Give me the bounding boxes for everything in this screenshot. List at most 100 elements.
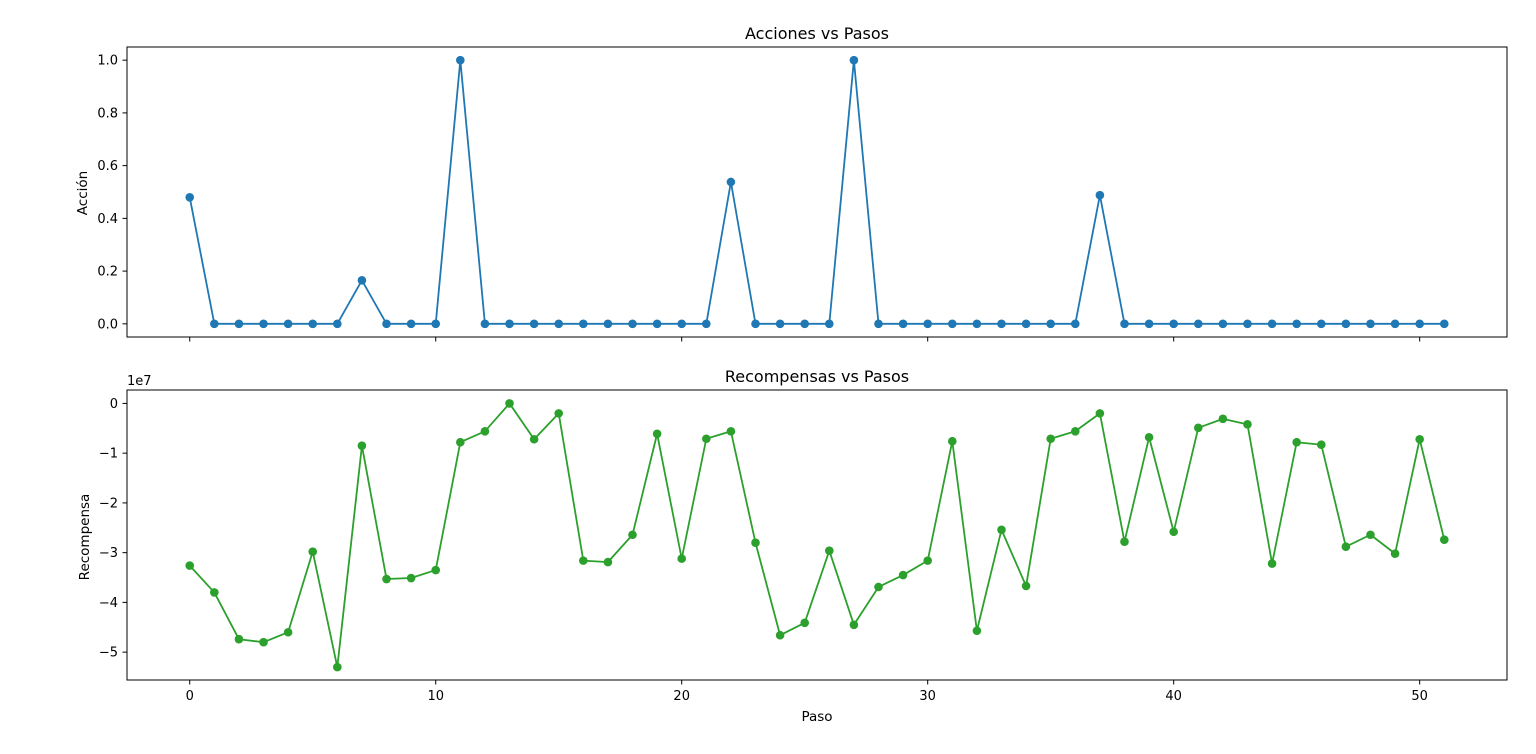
actions-data-point <box>1021 319 1031 329</box>
rewards-data-point <box>997 525 1006 535</box>
rewards-data-point <box>1439 535 1449 545</box>
rewards-data-point <box>505 399 514 408</box>
actions-data-point <box>1341 319 1351 329</box>
rewards-data-point <box>308 547 318 556</box>
actions-y-tick-label: 0.6 <box>97 159 118 174</box>
actions-data-point <box>406 319 416 329</box>
rewards-plot-frame <box>126 389 1508 681</box>
rewards-data-point <box>972 626 982 636</box>
actions-data-point <box>431 319 441 329</box>
rewards-data-point <box>1341 542 1351 551</box>
actions-data-point <box>234 319 244 329</box>
rewards-data-point <box>431 565 441 575</box>
rewards-y-tick-label: −2 <box>99 496 118 511</box>
rewards-data-point <box>357 441 367 451</box>
rewards-data-point <box>456 437 465 447</box>
rewards-ticks: 0 10 20 30 40 50 −5 −4 −3 −2 −1 0 <box>99 397 1428 704</box>
rewards-data-point <box>1316 440 1326 450</box>
rewards-data-point <box>726 426 736 436</box>
rewards-data-point <box>1218 414 1228 424</box>
actions-data-point <box>185 192 195 202</box>
actions-data-point <box>1218 319 1228 329</box>
rewards-data-point <box>554 409 564 418</box>
actions-subplot: Acciones vs Pasos Acción 0.0 0.2 0.4 0.6 0.8… <box>75 24 1508 342</box>
rewards-data-point <box>775 630 785 640</box>
actions-data-point <box>1070 319 1080 329</box>
rewards-y-tick-label: −3 <box>99 546 118 561</box>
rewards-data-point <box>1144 432 1154 442</box>
actions-data-point <box>726 177 736 187</box>
rewards-data-point <box>480 426 490 436</box>
rewards-data-point <box>1120 537 1129 547</box>
rewards-y-tick-label: −4 <box>99 596 118 611</box>
rewards-x-tick-label: 50 <box>1411 689 1428 704</box>
actions-data-point <box>702 319 711 329</box>
rewards-y-tick-label: −5 <box>99 646 118 661</box>
rewards-data-point <box>652 429 662 439</box>
actions-chart-title: Acciones vs Pasos <box>745 24 889 43</box>
actions-data-point <box>923 319 932 329</box>
rewards-series <box>185 399 1449 672</box>
rewards-data-point <box>382 574 391 584</box>
rewards-data-point <box>529 434 539 444</box>
rewards-subplot: Recompensas vs Pasos Recompensa 1e7 Paso… <box>77 367 1508 725</box>
rewards-data-point <box>898 570 908 580</box>
actions-data-point <box>947 319 957 329</box>
actions-data-point <box>1243 319 1252 329</box>
rewards-data-point <box>1390 549 1400 558</box>
actions-data-point <box>357 276 367 285</box>
rewards-data-point <box>1169 527 1178 537</box>
actions-series-line <box>188 59 1445 325</box>
rewards-x-tick-label: 20 <box>673 689 690 704</box>
actions-data-point <box>529 319 539 329</box>
actions-y-tick-label: 1.0 <box>97 54 118 69</box>
actions-plot-frame <box>126 46 1508 338</box>
actions-data-point <box>333 319 342 329</box>
rewards-data-point <box>800 618 810 628</box>
rewards-data-point <box>1193 423 1203 433</box>
actions-data-point <box>1366 319 1375 329</box>
rewards-data-point <box>603 557 613 567</box>
actions-data-point <box>1169 319 1178 329</box>
actions-data-point <box>1267 319 1277 329</box>
rewards-y-axis-label: Recompensa <box>77 494 93 581</box>
actions-data-point <box>775 319 785 329</box>
actions-data-point <box>997 319 1006 329</box>
rewards-data-point <box>1046 434 1055 444</box>
rewards-data-point <box>210 588 219 597</box>
actions-data-point <box>1046 319 1055 329</box>
actions-data-point <box>603 319 613 329</box>
actions-data-point <box>480 319 490 329</box>
actions-data-point <box>824 319 834 329</box>
actions-series <box>185 55 1449 329</box>
actions-data-point <box>972 319 982 329</box>
rewards-data-point <box>406 573 416 583</box>
actions-y-tick-label: 0.8 <box>97 106 118 121</box>
actions-y-axis-label: Acción <box>75 171 91 215</box>
actions-data-point <box>456 55 465 65</box>
actions-y-tick-label: 0.4 <box>97 212 118 227</box>
actions-data-point <box>210 319 219 329</box>
rewards-y-tick-label: 0 <box>110 397 118 412</box>
rewards-data-point <box>628 530 637 540</box>
rewards-y-tick-label: −1 <box>99 447 118 462</box>
actions-data-point <box>554 319 564 329</box>
rewards-data-point <box>677 554 687 563</box>
rewards-x-tick-label: 10 <box>427 689 444 704</box>
actions-data-point <box>579 319 588 329</box>
rewards-data-point <box>1415 434 1424 444</box>
rewards-data-point <box>702 434 711 444</box>
rewards-data-point <box>234 634 244 644</box>
actions-data-point <box>1144 319 1154 329</box>
rewards-data-point <box>1021 581 1031 591</box>
rewards-data-point <box>874 582 883 592</box>
rewards-data-point <box>947 436 957 446</box>
actions-data-point <box>1193 319 1203 329</box>
actions-data-point <box>1316 319 1326 329</box>
rewards-data-point <box>849 620 859 630</box>
rewards-data-point <box>283 627 293 637</box>
actions-data-point <box>874 319 883 329</box>
rewards-data-point <box>1366 530 1375 540</box>
actions-data-point <box>283 319 293 329</box>
